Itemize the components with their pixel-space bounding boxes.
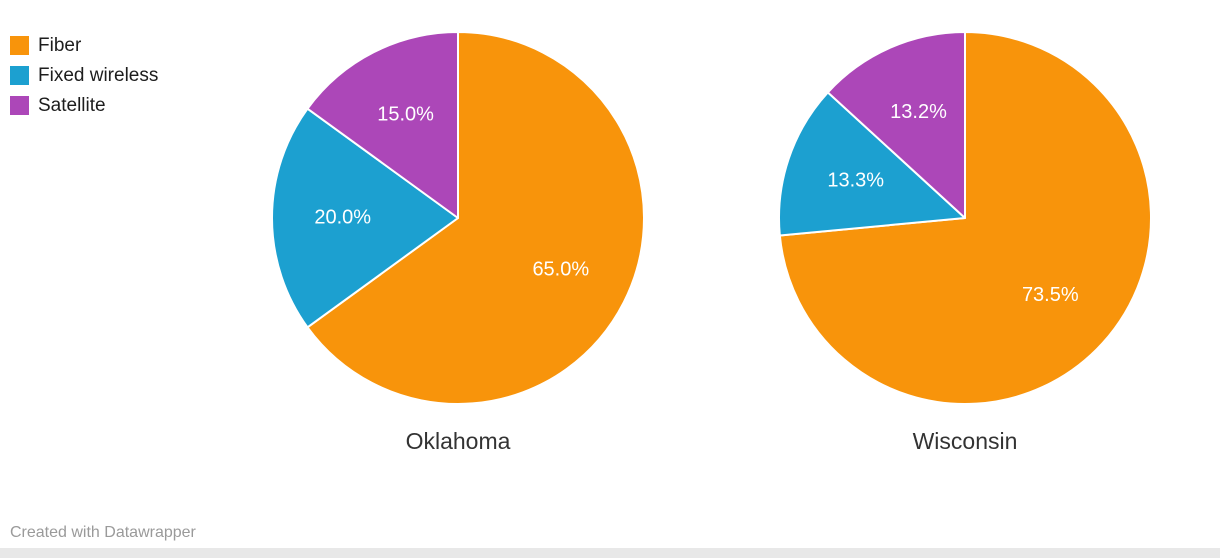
legend: Fiber Fixed wireless Satellite xyxy=(10,36,158,126)
legend-item-fixed-wireless: Fixed wireless xyxy=(10,66,158,85)
legend-swatch-satellite xyxy=(10,96,29,115)
bottom-divider xyxy=(0,548,1220,558)
legend-item-satellite: Satellite xyxy=(10,96,158,115)
legend-swatch-fiber xyxy=(10,36,29,55)
chart-title-wisconsin: Wisconsin xyxy=(912,428,1018,454)
legend-item-fiber: Fiber xyxy=(10,36,158,55)
legend-swatch-fixed-wireless xyxy=(10,66,29,85)
pie-wisconsin: 73.5% 13.3% 13.2% xyxy=(775,28,1155,408)
pie-slice-fixed-wireless[interactable] xyxy=(271,107,459,329)
slice-value-label: 65.0% xyxy=(532,259,589,281)
legend-label-fiber: Fiber xyxy=(38,35,82,56)
datawrapper-credit-link[interactable]: Created with Datawrapper xyxy=(10,524,196,541)
pie-oklahoma: 65.0% 20.0% 15.0% xyxy=(268,28,648,408)
slice-value-label: 13.2% xyxy=(890,101,947,123)
legend-label-satellite: Satellite xyxy=(38,95,106,116)
slice-value-label: 73.5% xyxy=(1022,284,1079,306)
pie-slice-fixed-wireless[interactable] xyxy=(778,91,966,237)
pie-chart-oklahoma: 65.0% 20.0% 15.0% Oklahoma xyxy=(268,28,648,455)
legend-label-fixed-wireless: Fixed wireless xyxy=(38,65,159,86)
slice-value-label: 20.0% xyxy=(314,206,371,228)
pie-slice-satellite[interactable] xyxy=(306,31,459,219)
slice-value-label: 15.0% xyxy=(377,103,434,125)
slice-value-label: 13.3% xyxy=(827,170,884,192)
pie-svg-wisconsin: 73.5% 13.3% 13.2% xyxy=(778,31,1152,405)
pie-slice-fiber[interactable] xyxy=(306,31,645,405)
pie-chart-wisconsin: 73.5% 13.3% 13.2% Wisconsin xyxy=(775,28,1155,455)
chart-title-oklahoma: Oklahoma xyxy=(405,428,511,454)
pie-svg-oklahoma: 65.0% 20.0% 15.0% xyxy=(271,31,645,405)
pie-slice-satellite[interactable] xyxy=(826,31,966,219)
